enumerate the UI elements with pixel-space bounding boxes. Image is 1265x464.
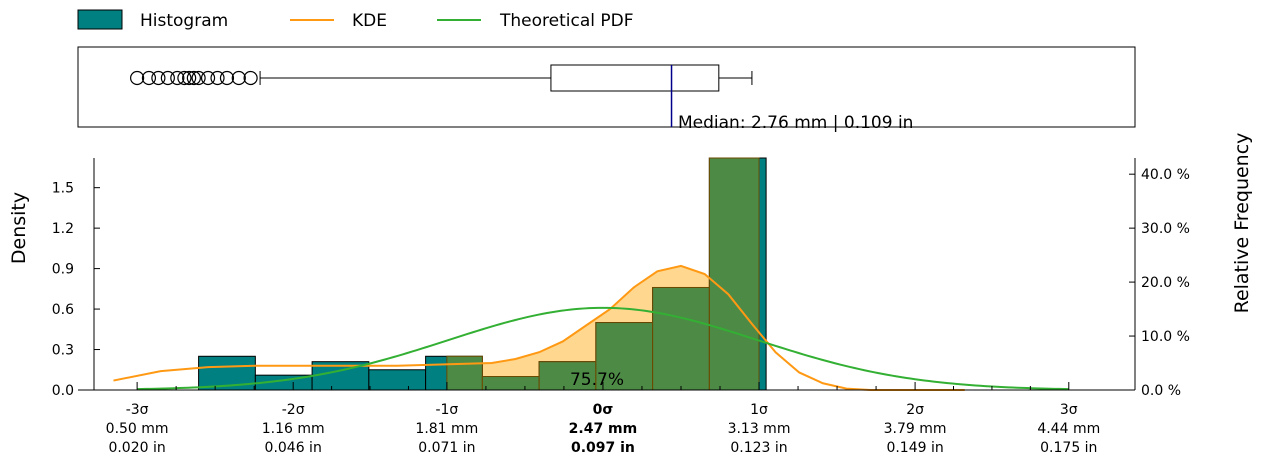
y-right-tick-label-1: 10.0 % xyxy=(1141,329,1190,345)
x-tick-sigma-5: 2σ xyxy=(906,402,924,418)
boxplot-box xyxy=(550,64,720,92)
x-tick-sigma-4: 1σ xyxy=(750,402,768,418)
x-tick-sigma-1: -2σ xyxy=(282,402,305,418)
x-tick-sigma-3: 0σ xyxy=(593,402,614,418)
histogram-bar-3 xyxy=(368,369,427,391)
x-tick-inch-2: 0.071 in xyxy=(418,440,475,456)
y-left-tick-label-0: 0.0 xyxy=(52,383,74,399)
theoretical-pdf-line xyxy=(137,306,1069,391)
axis-ticks: 0.0 0.3 0.6 0.9 1.2 1.5 0.0 % 10.0 % 20.0 % 30.0 … xyxy=(52,167,1190,456)
y-right-tick-label-4: 40.0 % xyxy=(1141,167,1190,183)
x-tick-mm-5: 3.79 mm xyxy=(884,421,947,437)
legend-histogram-label: Histogram xyxy=(140,11,228,31)
y-right-tick-label-3: 30.0 % xyxy=(1141,221,1190,237)
boxplot-outlier-6 xyxy=(182,70,197,86)
boxplot-outlier-11 xyxy=(219,70,235,86)
boxplot-outlier-5 xyxy=(177,70,192,86)
histogram-bar-overlap-8 xyxy=(652,286,710,391)
histogram-bar-overlap-4 xyxy=(446,355,483,391)
x-tick-mm-3: 2.47 mm xyxy=(569,421,638,437)
histogram-bars xyxy=(198,157,767,391)
y-axis-left-label: Density xyxy=(8,192,30,264)
histogram-bar-overlap-9 xyxy=(708,157,760,391)
boxplot-outlier-3 xyxy=(160,70,175,86)
x-tick-inch-1: 0.046 in xyxy=(265,440,322,456)
x-tick-inch-6: 0.175 in xyxy=(1040,440,1097,456)
y-axis-right-label: Relative Frequency xyxy=(1231,133,1253,314)
boxplot-outlier-4 xyxy=(170,70,185,86)
x-tick-sigma-2: -1σ xyxy=(435,402,458,418)
legend: Histogram KDE Theoretical PDF xyxy=(77,9,634,31)
y-left-tick-label-3: 0.9 xyxy=(52,262,74,278)
boxplot-panel xyxy=(77,46,1136,128)
boxplot-outlier-13 xyxy=(243,70,258,86)
x-tick-mm-1: 1.16 mm xyxy=(262,421,325,437)
x-tick-mm-2: 1.81 mm xyxy=(415,421,478,437)
boxplot-outlier-0 xyxy=(130,70,145,86)
x-tick-mm-6: 4.44 mm xyxy=(1037,421,1100,437)
boxplot-outlier-10 xyxy=(210,70,225,86)
y-left-tick-label-2: 0.6 xyxy=(52,302,74,318)
y-left-tick-label-4: 1.2 xyxy=(52,221,74,237)
kde-line xyxy=(113,264,965,391)
x-tick-inch-4: 0.123 in xyxy=(730,440,787,456)
boxplot-outlier-2 xyxy=(151,70,166,86)
x-tick-mm-4: 3.13 mm xyxy=(728,421,791,437)
legend-histogram-swatch xyxy=(77,9,123,30)
boxplot-outlier-9 xyxy=(200,70,216,86)
boxplot-outlier-12 xyxy=(231,70,246,86)
histogram-bar-overlap-5 xyxy=(481,376,540,391)
x-tick-mm-0: 0.50 mm xyxy=(106,421,169,437)
histogram-bar-0 xyxy=(198,355,256,391)
histogram-bar-overlap-7 xyxy=(595,322,654,391)
y-left-tick-label-1: 0.3 xyxy=(52,343,74,359)
legend-kde-label: KDE xyxy=(352,11,387,31)
x-tick-inch-5: 0.149 in xyxy=(886,440,943,456)
curve-lines xyxy=(113,264,1069,391)
y-right-tick-label-2: 20.0 % xyxy=(1141,275,1190,291)
boxplot-outlier-1 xyxy=(141,70,157,86)
histogram-plot: 0.0 0.3 0.6 0.9 1.2 1.5 0.0 % 10.0 % 20.0 % 30.0 … xyxy=(52,157,1190,456)
y-left-tick-label-5: 1.5 xyxy=(52,181,74,197)
y-right-tick-label-0: 0.0 % xyxy=(1141,383,1181,399)
legend-theoretical-pdf-label: Theoretical PDF xyxy=(499,11,634,31)
boxplot-outlier-7 xyxy=(186,70,201,86)
median-label: Median: 2.76 mm | 0.109 in xyxy=(678,113,913,133)
x-tick-sigma-0: -3σ xyxy=(126,402,149,418)
boxplot-outlier-8 xyxy=(191,70,206,86)
x-tick-inch-3: 0.097 in xyxy=(571,440,635,456)
histogram-bar-overlap-6 xyxy=(538,361,597,391)
x-tick-sigma-6: 3σ xyxy=(1060,402,1078,418)
x-tick-inch-0: 0.020 in xyxy=(108,440,165,456)
boxplot xyxy=(130,64,753,127)
shaded-region-label: 75.7% xyxy=(570,370,624,390)
